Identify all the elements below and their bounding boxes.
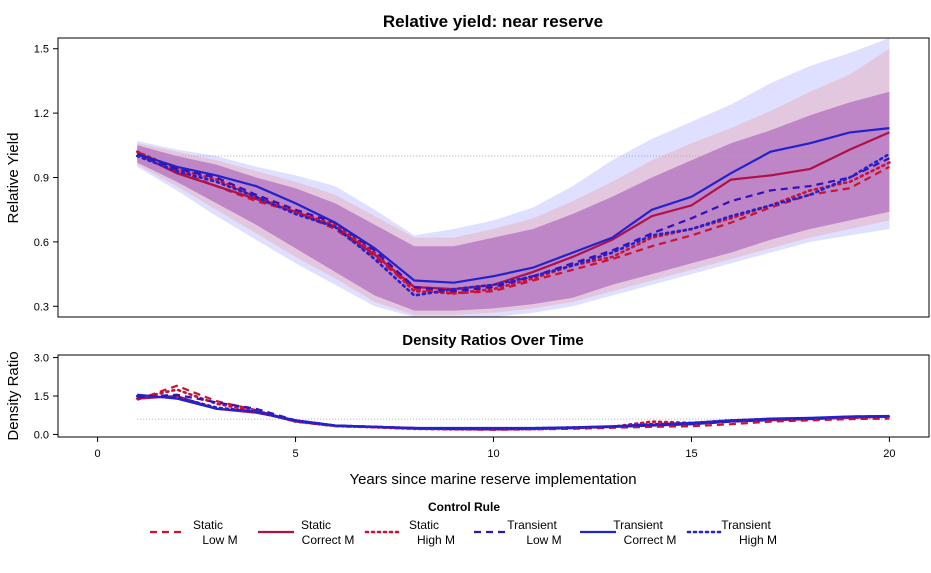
legend-label-line2: High M xyxy=(739,533,777,547)
yield-y-tick-label: 1.2 xyxy=(34,108,49,120)
yield-series-static-low-m xyxy=(136,150,890,295)
yield-series xyxy=(135,127,891,297)
legend-title: Control Rule xyxy=(428,500,500,514)
density-series xyxy=(135,384,891,431)
density-series-static-correct-m xyxy=(137,394,890,431)
legend-label-line2: Low M xyxy=(526,533,561,547)
yield-y-tick-label: 0.3 xyxy=(34,301,49,313)
density-x-tick-label: 0 xyxy=(95,448,101,460)
yield-y-tick-label: 0.9 xyxy=(34,173,49,185)
legend-label-line1: Transient xyxy=(721,518,771,532)
legend-label-line2: High M xyxy=(417,533,455,547)
legend-label-line1: Transient xyxy=(613,518,663,532)
yield-y-axis: 0.3 0.6 0.9 1.2 1.5 xyxy=(34,44,58,313)
density-x-tick-label: 10 xyxy=(487,448,499,460)
yield-band-3 xyxy=(137,91,890,311)
density-x-axis: 0 5 10 15 20 xyxy=(95,437,896,460)
density-x-tick-label: 5 xyxy=(292,448,298,460)
density-y-label: Density Ratio xyxy=(5,351,22,440)
yield-panel: Relative yield: near reserve 0.3 0.6 0.9 1.… xyxy=(5,12,930,318)
legend-label-line1: Static xyxy=(409,518,439,532)
legend-label-line2: Correct M xyxy=(302,533,355,547)
yield-series-transient-high-m xyxy=(135,152,891,297)
yield-series-transient-correct-m xyxy=(136,127,890,284)
legend-label-line1: Transient xyxy=(507,518,557,532)
yield-y-tick-label: 1.5 xyxy=(34,44,49,56)
density-x-tick-label: 20 xyxy=(883,448,895,460)
legend-label-line1: Static xyxy=(193,518,223,532)
density-panel: Density Ratios Over Time 0.0 1.5 3.0 0 5 10 1… xyxy=(5,332,930,488)
density-y-tick-label: 3.0 xyxy=(34,353,49,365)
x-axis-label: Years since marine reserve implementatio… xyxy=(349,471,636,488)
density-title: Density Ratios Over Time xyxy=(402,332,583,349)
density-y-tick-label: 0.0 xyxy=(34,429,49,441)
density-y-tick-label: 1.5 xyxy=(34,391,49,403)
legend-label-line2: Correct M xyxy=(624,533,677,547)
yield-bands xyxy=(137,38,890,317)
legend-label-line1: Static xyxy=(301,518,331,532)
density-series-static-high-m xyxy=(135,388,891,431)
yield-y-label: Relative Yield xyxy=(5,133,22,224)
density-series-transient-high-m xyxy=(135,394,891,431)
density-y-axis: 0.0 1.5 3.0 xyxy=(34,353,58,441)
yield-title: Relative yield: near reserve xyxy=(383,12,603,31)
density-x-tick-label: 15 xyxy=(685,448,697,460)
yield-series-static-correct-m xyxy=(136,131,890,291)
yield-y-tick-label: 0.6 xyxy=(34,237,49,249)
legend-label-line2: Low M xyxy=(202,533,237,547)
